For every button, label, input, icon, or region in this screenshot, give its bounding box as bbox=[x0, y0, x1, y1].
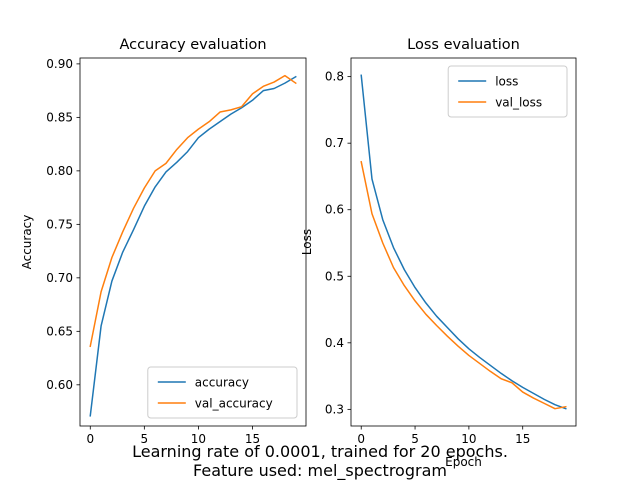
y-tick-label: 0.3 bbox=[325, 402, 344, 416]
x-tick-label: 10 bbox=[191, 432, 206, 446]
y-axis-label: Loss bbox=[300, 229, 314, 255]
axes-frame bbox=[79, 57, 307, 427]
legend-box bbox=[447, 65, 568, 118]
series-line-val_loss bbox=[360, 160, 567, 410]
accuracy-chart: 0 5 10 15 0.60 0.65 0.70 0.75 0.80 0.85 0.90 Accura… bbox=[20, 37, 307, 446]
legend: loss val_loss bbox=[447, 65, 568, 118]
axes-frame bbox=[350, 57, 577, 427]
legend: accuracy val_accuracy bbox=[147, 366, 298, 419]
x-tick-label: 15 bbox=[245, 432, 260, 446]
y-tick-label: 0.5 bbox=[325, 269, 344, 283]
figure-caption-line-2: Feature used: mel_spectrogram bbox=[193, 461, 447, 480]
chart-title: Accuracy evaluation bbox=[119, 37, 266, 53]
y-tick-label: 0.7 bbox=[325, 136, 344, 150]
legend-label-val_loss: val_loss bbox=[495, 96, 542, 110]
y-tick-label: 0.70 bbox=[46, 271, 73, 285]
legend-box bbox=[147, 366, 298, 419]
y-tick-label: 0.65 bbox=[46, 324, 73, 338]
y-tick-label: 0.60 bbox=[46, 378, 73, 392]
loss-chart: 0 5 10 15 0.3 0.4 0.5 0.6 0.7 0.8 Loss evaluation L… bbox=[300, 37, 577, 469]
series-line-loss bbox=[360, 74, 567, 410]
series-line-val_accuracy bbox=[89, 74, 297, 348]
legend-label-accuracy: accuracy bbox=[195, 376, 249, 390]
x-tick-label: 5 bbox=[141, 432, 149, 446]
legend-label-loss: loss bbox=[495, 75, 518, 89]
x-tick-label: 15 bbox=[515, 432, 530, 446]
y-axis-label: Accuracy bbox=[20, 215, 34, 270]
y-tick-label: 0.4 bbox=[325, 336, 344, 350]
x-tick-label: 10 bbox=[461, 432, 476, 446]
figure-caption-line-1: Learning rate of 0.0001, trained for 20 … bbox=[132, 442, 508, 461]
x-tick-label: 5 bbox=[411, 432, 419, 446]
y-tick-label: 0.90 bbox=[46, 57, 73, 71]
y-tick-label: 0.75 bbox=[46, 217, 73, 231]
legend-label-val_accuracy: val_accuracy bbox=[195, 397, 273, 411]
x-tick-label: 0 bbox=[357, 432, 365, 446]
y-tick-label: 0.85 bbox=[46, 110, 73, 124]
x-axis-label: Epoch bbox=[445, 455, 482, 469]
chart-title: Loss evaluation bbox=[407, 37, 520, 53]
series-line-accuracy bbox=[89, 75, 297, 417]
x-tick-label: 0 bbox=[86, 432, 94, 446]
y-tick-label: 0.80 bbox=[46, 164, 73, 178]
y-tick-label: 0.8 bbox=[325, 70, 344, 84]
y-tick-label: 0.6 bbox=[325, 203, 344, 217]
